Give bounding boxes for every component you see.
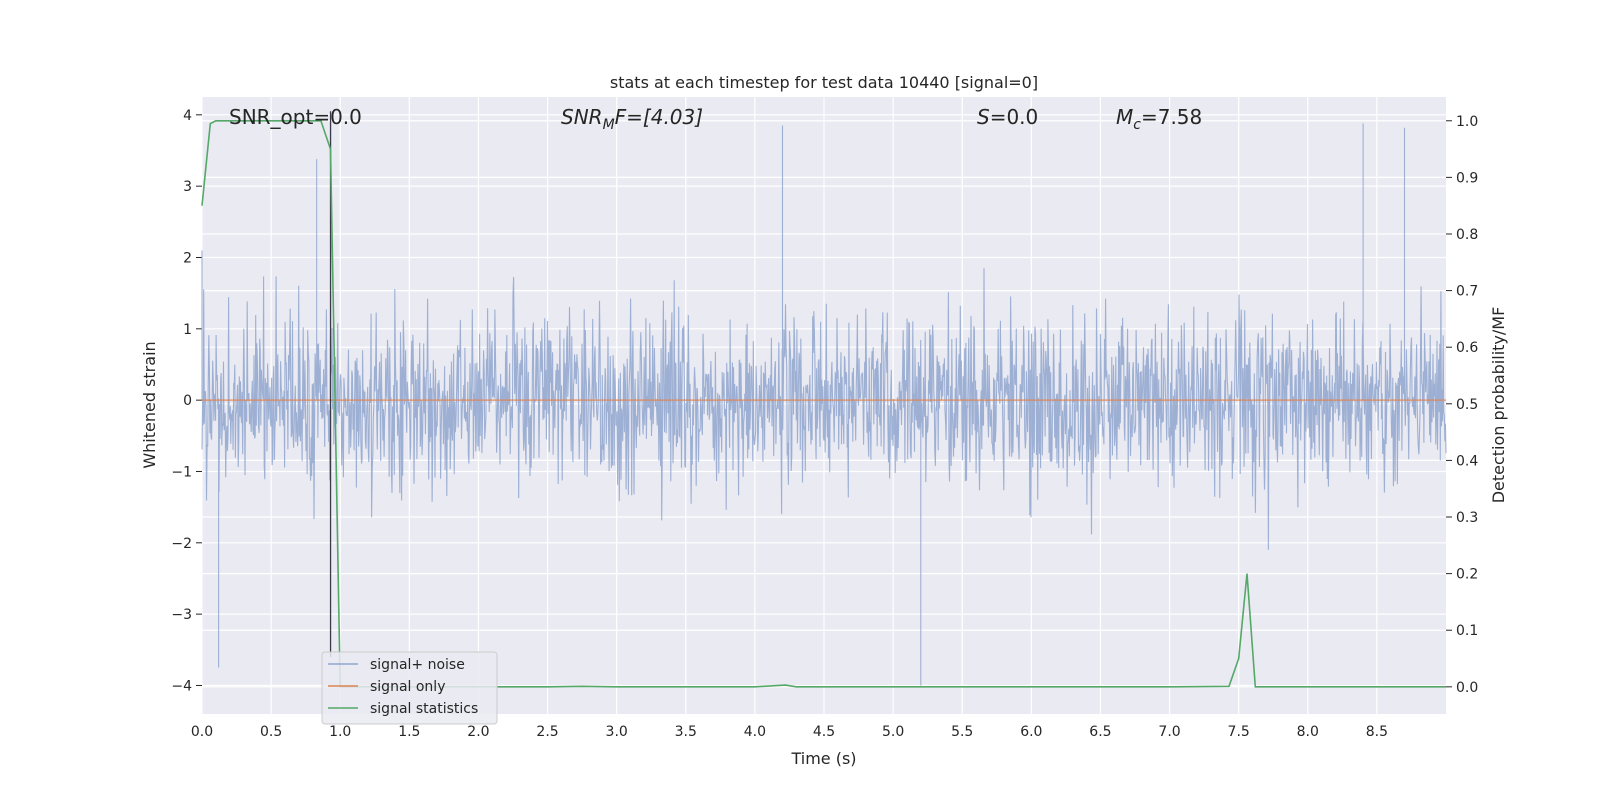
y-tick-label: −4 [171, 678, 192, 694]
x-tick-label: 5.5 [951, 724, 973, 740]
annotation-snr-opt: SNR_opt=0.0 [229, 105, 362, 129]
chart-title: stats at each timestep for test data 104… [610, 73, 1038, 92]
y2-tick-label: 0.7 [1456, 284, 1478, 300]
annotation-s: S=0.0 [977, 105, 1038, 129]
y2-tick-label: 0.5 [1456, 397, 1478, 413]
y2-axis-label: Detection probability/MF [1489, 307, 1508, 504]
legend-label-signal-only: signal only [370, 679, 445, 695]
annotation-s-var: S [977, 105, 990, 129]
legend: signal+ noise signal only signal statist… [321, 651, 498, 725]
y2-tick-label: 0.4 [1456, 453, 1478, 469]
x-tick-labels: 0.0 0.5 1.0 1.5 2.0 2.5 3.0 3.5 4.0 4.5 5.0 5.5 6.0 6… [191, 724, 1388, 740]
y2-tick-label: 0.2 [1456, 567, 1478, 583]
y2-tick-label: 1.0 [1456, 114, 1478, 130]
y2-tick-label: 0.8 [1456, 227, 1478, 243]
annotation-s-rest: =0.0 [990, 105, 1039, 129]
annotation-snr-mf-sub: M [603, 117, 615, 133]
x-tick-label: 6.0 [1020, 724, 1042, 740]
y-tick-labels: −4 −3 −2 −1 0 1 2 3 4 [171, 108, 192, 695]
annotation-mc: Mc=7.58 [1116, 105, 1202, 133]
y-axis-label: Whitened strain [140, 341, 159, 468]
line-series [201, 111, 1446, 688]
annotation-mc-sub: c [1133, 117, 1141, 133]
x-tick-label: 6.5 [1089, 724, 1111, 740]
x-tick-label: 1.5 [398, 724, 420, 740]
y2-tick-label: 0.0 [1456, 680, 1478, 696]
y-tick-label: −1 [171, 464, 192, 480]
y-tick-label: −3 [171, 607, 192, 623]
y-tick-label: 2 [183, 250, 192, 266]
x-tick-label: 2.0 [467, 724, 489, 740]
y-tick-label: −2 [171, 536, 192, 552]
annotation-mc-rest: =7.58 [1141, 105, 1202, 129]
x-tick-label: 7.5 [1228, 724, 1250, 740]
y2-tick-label: 0.6 [1456, 340, 1478, 356]
x-tick-label: 8.0 [1297, 724, 1319, 740]
legend-label-noise: signal+ noise [370, 657, 465, 673]
annotation-snr-mf: SNRMF=[4.03] [561, 105, 703, 133]
x-tick-label: 5.0 [882, 724, 904, 740]
annotation-snr-mf-rest: F=[4.03] [615, 105, 703, 129]
legend-label-statistics: signal statistics [370, 701, 478, 717]
x-tick-label: 8.5 [1366, 724, 1388, 740]
legend-box [321, 651, 498, 725]
x-tick-label: 0.5 [260, 724, 282, 740]
y-tick-label: 4 [183, 108, 192, 124]
x-tick-label: 3.5 [675, 724, 697, 740]
x-tick-label: 0.0 [191, 724, 213, 740]
x-tick-label: 7.0 [1158, 724, 1180, 740]
x-tick-label: 4.0 [744, 724, 766, 740]
x-tick-label: 1.0 [329, 724, 351, 740]
x-axis-label: Time (s) [790, 749, 856, 768]
annotation-mc-base: M [1116, 105, 1133, 129]
y2-tick-label: 0.9 [1456, 170, 1478, 186]
x-tick-label: 2.5 [536, 724, 558, 740]
y2-tick-labels: 0.0 0.1 0.2 0.3 0.4 0.5 0.6 0.7 0.8 0.9 1.0 [1456, 114, 1478, 696]
x-tick-label: 3.0 [606, 724, 628, 740]
y2-tick-label: 0.3 [1456, 510, 1478, 526]
annotation-snr-mf-base: SNR [561, 105, 603, 129]
y-tick-label: 0 [183, 393, 192, 409]
y2-tick-label: 0.1 [1456, 623, 1478, 639]
signal-statistics-line [201, 120, 1446, 688]
x-tick-label: 4.5 [813, 724, 835, 740]
y-tick-label: 3 [183, 179, 192, 195]
y-tick-label: 1 [183, 322, 192, 338]
